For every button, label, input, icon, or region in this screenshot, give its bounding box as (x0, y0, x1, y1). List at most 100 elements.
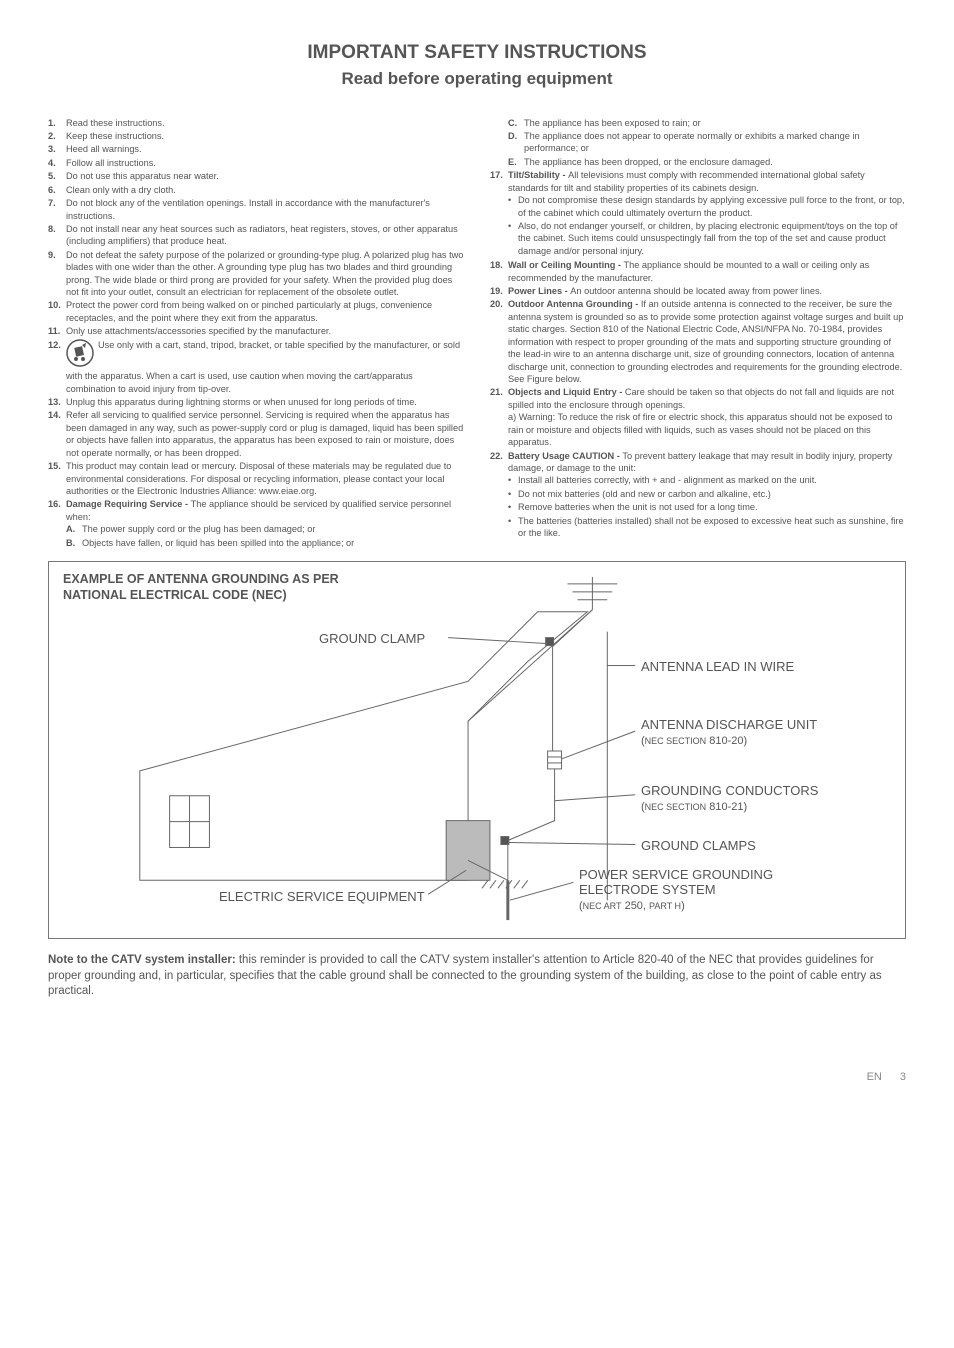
item16-sublist: A.The power supply cord or the plug has … (66, 523, 464, 549)
item-text: Do not block any of the ventilation open… (66, 197, 464, 222)
item-21: 21. Objects and Liquid Entry - Care shou… (490, 386, 906, 448)
item-number: 12. (48, 339, 66, 395)
bullet-item: Remove batteries when the unit is not us… (508, 501, 906, 513)
item-text: Keep these instructions. (66, 130, 464, 142)
list-item: 3.Heed all warnings. (48, 143, 464, 155)
item-22: 22. Battery Usage CAUTION - To prevent b… (490, 450, 906, 541)
item-text: Read these instructions. (66, 117, 464, 129)
list-item: 7.Do not block any of the ventilation op… (48, 197, 464, 222)
list-item: 2.Keep these instructions. (48, 130, 464, 142)
item-label: Power Lines - (508, 286, 570, 296)
sub-text: The appliance has been dropped, or the e… (524, 156, 906, 168)
label-conductors-l1: GROUNDING CONDUCTORS (641, 783, 818, 798)
item-text: Damage Requiring Service - The appliance… (66, 498, 464, 550)
sub-label: E. (508, 156, 524, 168)
right-list: 17. Tilt/Stability - All televisions mus… (490, 169, 906, 540)
item-number: 4. (48, 157, 66, 169)
catv-note: Note to the CATV system installer: this … (48, 953, 906, 1000)
page-footer: EN 3 (48, 1070, 906, 1085)
item-18: 18. Wall or Ceiling Mounting - The appli… (490, 259, 906, 284)
item-number: 19. (490, 285, 508, 297)
diagram-svg (49, 562, 905, 938)
item-number: 8. (48, 223, 66, 248)
label-power-l1: POWER SERVICE GROUNDING (579, 867, 773, 882)
item-text: Use only with a cart, stand, tripod, bra… (66, 339, 464, 395)
sub-item: C.The appliance has been exposed to rain… (508, 117, 906, 129)
sub-item: E.The appliance has been dropped, or the… (508, 156, 906, 168)
item-text: Power Lines - An outdoor antenna should … (508, 285, 906, 297)
item-number: 14. (48, 409, 66, 459)
item-text: Wall or Ceiling Mounting - The appliance… (508, 259, 906, 284)
label-power-l2: ELECTRODE SYSTEM (579, 882, 716, 897)
item-number: 7. (48, 197, 66, 222)
item-text: Do not install near any heat sources suc… (66, 223, 464, 248)
item-label: Objects and Liquid Entry - (508, 387, 625, 397)
item-text: Do not defeat the safety purpose of the … (66, 249, 464, 299)
item-number: 21. (490, 386, 508, 448)
list-item: 9.Do not defeat the safety purpose of th… (48, 249, 464, 299)
list-item: 10.Protect the power cord from being wal… (48, 299, 464, 324)
sub-item: D.The appliance does not appear to opera… (508, 130, 906, 155)
item-number: 1. (48, 117, 66, 129)
item-16: 16. Damage Requiring Service - The appli… (48, 498, 464, 550)
item-text: Objects and Liquid Entry - Care should b… (508, 386, 906, 448)
item-label: Damage Requiring Service - (66, 499, 191, 509)
item-number: 10. (48, 299, 66, 324)
item-19: 19. Power Lines - An outdoor antenna sho… (490, 285, 906, 297)
bullet-item: Do not compromise these design standards… (508, 194, 906, 219)
bullet-item: The batteries (batteries installed) shal… (508, 515, 906, 540)
item-number: 5. (48, 170, 66, 182)
sub-label: A. (66, 523, 82, 535)
footer-page: 3 (900, 1071, 906, 1083)
item-number: 17. (490, 169, 508, 258)
item-number: 3. (48, 143, 66, 155)
item-label: Wall or Ceiling Mounting - (508, 260, 624, 270)
item16-sublist-cont: C.The appliance has been exposed to rain… (490, 117, 906, 169)
sub-item: A.The power supply cord or the plug has … (66, 523, 464, 535)
label-electric-service: ELECTRIC SERVICE EQUIPMENT (219, 890, 425, 905)
list-item: 4.Follow all instructions. (48, 157, 464, 169)
item-text: Only use attachments/accessories specifi… (66, 325, 464, 337)
left-list: 1.Read these instructions.2.Keep these i… (48, 117, 464, 498)
list-item: 6.Clean only with a dry cloth. (48, 184, 464, 196)
sub-item: B.Objects have fallen, or liquid has bee… (66, 537, 464, 549)
item-text: Protect the power cord from being walked… (66, 299, 464, 324)
item-number: 18. (490, 259, 508, 284)
item-text: Unplug this apparatus during lightning s… (66, 396, 464, 408)
label-discharge: ANTENNA DISCHARGE UNIT (NEC SECTION 810-… (641, 718, 817, 748)
label-discharge-l2: (NEC SECTION 810-20) (641, 735, 747, 747)
label-power: POWER SERVICE GROUNDING ELECTRODE SYSTEM… (579, 868, 773, 913)
list-item: 13.Unplug this apparatus during lightnin… (48, 396, 464, 408)
right-column: C.The appliance has been exposed to rain… (490, 117, 906, 552)
item-number: 20. (490, 298, 508, 385)
item-20: 20. Outdoor Antenna Grounding - If an ou… (490, 298, 906, 385)
list-item: 1.Read these instructions. (48, 117, 464, 129)
item-number: 11. (48, 325, 66, 337)
item-number: 9. (48, 249, 66, 299)
item21-sub-a: a) Warning: To reduce the risk of fire o… (508, 411, 906, 448)
item-label: Battery Usage CAUTION - (508, 451, 622, 461)
label-antenna-lead: ANTENNA LEAD IN WIRE (641, 660, 794, 675)
item-number: 13. (48, 396, 66, 408)
item22-bullets: Install all batteries correctly, with + … (508, 474, 906, 539)
footer-lang: EN (867, 1071, 882, 1083)
sub-label: C. (508, 117, 524, 129)
sub-text: The appliance has been exposed to rain; … (524, 117, 906, 129)
sub-text: The appliance does not appear to operate… (524, 130, 906, 155)
label-power-l3: (NEC ART 250, PART H) (579, 900, 685, 912)
antenna-diagram: EXAMPLE OF ANTENNA GROUNDING AS PER NATI… (48, 561, 906, 939)
label-discharge-l1: ANTENNA DISCHARGE UNIT (641, 717, 817, 732)
item-label: Tilt/Stability - (508, 170, 568, 180)
list-item: 14.Refer all servicing to qualified serv… (48, 409, 464, 459)
item17-bullets: Do not compromise these design standards… (508, 194, 906, 257)
sub-label: B. (66, 537, 82, 549)
label-ground-clamps: GROUND CLAMPS (641, 839, 756, 854)
content-columns: 1.Read these instructions.2.Keep these i… (48, 117, 906, 552)
item-number: 6. (48, 184, 66, 196)
item-number: 15. (48, 460, 66, 497)
item-tail: If an outside antenna is connected to th… (508, 299, 903, 384)
cart-tip-icon (66, 339, 94, 370)
sub-text: The power supply cord or the plug has be… (82, 523, 464, 535)
label-conductors-l2: (NEC SECTION 810-21) (641, 801, 747, 813)
item-number: 16. (48, 498, 66, 550)
